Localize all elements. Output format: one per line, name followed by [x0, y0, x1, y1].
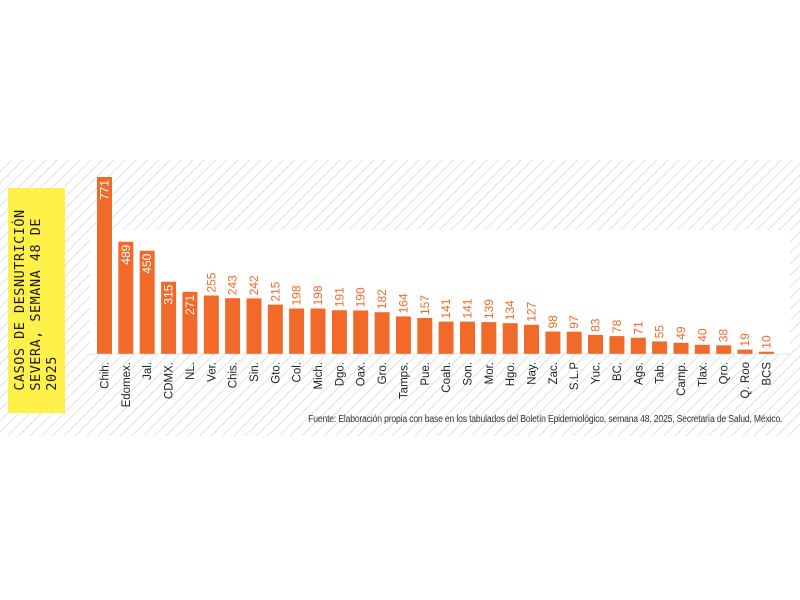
value-label: 450 — [140, 253, 154, 273]
value-label: 139 — [482, 299, 496, 319]
value-label: 38 — [717, 329, 731, 343]
category-label: Son. — [463, 362, 475, 386]
category-label: Chih. — [100, 362, 112, 389]
value-label: 78 — [610, 319, 624, 333]
chart-title-box — [8, 188, 65, 413]
category-label: Gto. — [270, 362, 282, 384]
value-label: 164 — [396, 293, 410, 313]
category-label: Col. — [292, 362, 304, 382]
category-label: Sin. — [249, 362, 261, 382]
bar — [374, 312, 390, 354]
value-label: 255 — [204, 272, 218, 292]
category-label: Coah. — [441, 362, 453, 393]
value-label: 141 — [461, 298, 475, 318]
bar — [737, 349, 753, 354]
bar — [118, 241, 134, 354]
bar — [331, 310, 347, 354]
category-label: Mor. — [484, 362, 496, 384]
value-label: 198 — [311, 285, 325, 305]
bar — [225, 298, 241, 354]
value-label: 157 — [418, 295, 432, 315]
value-label: 215 — [268, 281, 282, 301]
bar — [630, 337, 646, 354]
value-label: 271 — [183, 294, 197, 314]
bar — [694, 344, 710, 354]
bar — [353, 310, 369, 354]
bar — [246, 298, 262, 354]
value-label: 242 — [247, 275, 261, 295]
category-label: Yuc. — [591, 362, 603, 384]
category-label: Chis. — [228, 362, 240, 388]
value-label: 243 — [226, 275, 240, 295]
bar — [566, 331, 582, 354]
category-label: Edomex. — [121, 362, 133, 407]
value-label: 315 — [162, 284, 176, 304]
value-label: 134 — [503, 300, 517, 320]
category-label: Pue. — [420, 362, 432, 386]
bar — [395, 316, 411, 354]
bar — [588, 334, 603, 354]
category-label: Nay. — [527, 362, 539, 385]
bar — [716, 345, 732, 354]
value-label: 190 — [354, 287, 368, 307]
category-label: Tab. — [655, 362, 667, 384]
bar — [139, 250, 155, 354]
bar — [161, 281, 177, 354]
bar — [502, 323, 518, 354]
value-label: 489 — [119, 244, 133, 264]
value-label: 97 — [567, 315, 581, 329]
category-label: CDMX. — [164, 362, 176, 399]
category-label: Qro. — [719, 362, 731, 384]
category-label: BC. — [612, 362, 624, 381]
bar — [310, 308, 326, 354]
category-label: BCS — [761, 362, 773, 386]
category-label: Tamps. — [398, 362, 410, 399]
value-label: 141 — [439, 298, 453, 318]
bar — [545, 331, 561, 354]
bar — [652, 341, 668, 354]
value-label: 40 — [695, 328, 709, 342]
category-label: Ags. — [633, 362, 645, 385]
value-label: 19 — [738, 333, 752, 347]
category-label: NL. — [185, 362, 197, 380]
bar — [438, 321, 454, 354]
value-label: 198 — [290, 285, 304, 305]
category-label: Tlax. — [697, 362, 709, 387]
value-label: 49 — [674, 326, 688, 340]
value-label: 10 — [759, 335, 773, 349]
bar — [524, 324, 539, 354]
value-label: 71 — [631, 321, 645, 335]
value-label: 55 — [653, 325, 667, 339]
category-label: Gro. — [377, 362, 389, 384]
bar — [481, 322, 497, 354]
value-label: 127 — [525, 301, 539, 321]
bar — [203, 295, 219, 354]
category-label: S.L.P — [569, 362, 581, 390]
bar — [609, 336, 625, 354]
category-label: Q. Roo — [740, 362, 752, 398]
category-label: Hgo. — [505, 362, 517, 386]
value-label: 83 — [589, 318, 603, 332]
bar — [758, 351, 774, 354]
bar — [673, 342, 689, 354]
source-note: Fuente: Elaboración propia con base en l… — [307, 414, 782, 425]
category-label: Ver. — [206, 362, 218, 382]
value-label: 191 — [332, 287, 346, 307]
value-label: 771 — [98, 180, 112, 200]
bar — [267, 304, 283, 354]
category-label: Camp. — [676, 362, 688, 396]
bar — [97, 177, 112, 354]
category-label: Oax. — [356, 362, 368, 386]
category-label: Dgo. — [334, 362, 346, 386]
category-label: Zac. — [548, 362, 560, 384]
category-label: Mich. — [313, 362, 325, 389]
category-label: Jal. — [142, 362, 154, 380]
value-label: 98 — [546, 315, 560, 329]
bar — [182, 291, 198, 354]
bar — [460, 321, 475, 354]
value-label: 182 — [375, 289, 389, 309]
bar — [289, 308, 305, 354]
bar-chart: 771 Chih. 489 Edomex. 450 Jal. 315 CDMX. 271 NL. 2… — [90, 177, 790, 407]
bar — [417, 318, 433, 354]
